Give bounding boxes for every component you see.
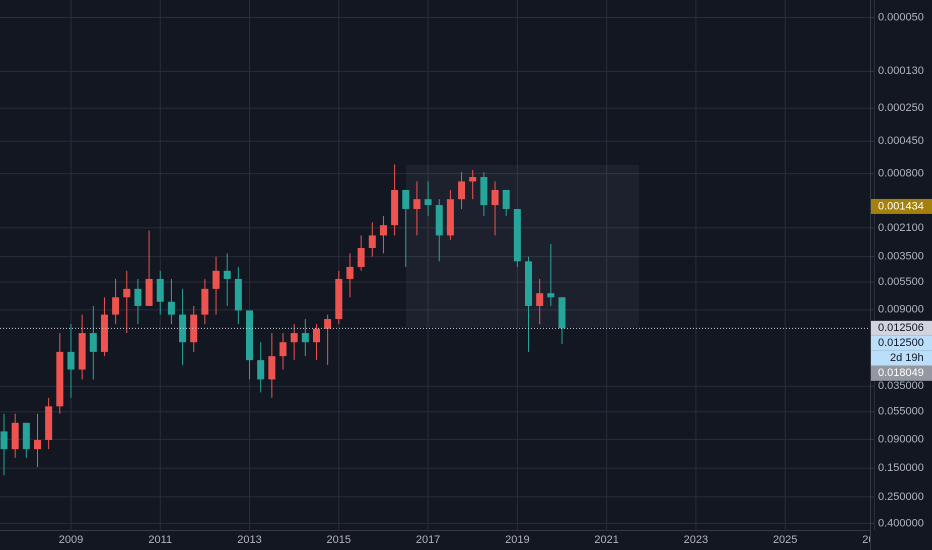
axes: 0.000050 0.000130 0.000250 0.000450 0.000800… [59,11,932,546]
candle-body [379,225,387,236]
candle-body [234,278,242,311]
y-tick-label: 0.400000 [878,517,924,529]
candle-body [145,278,153,306]
candle-body [45,406,53,441]
candle-body [89,333,97,352]
candle-body [368,235,376,248]
price-label-box [871,365,932,381]
candle-body [134,288,142,306]
x-tick-label: 2013 [237,534,261,546]
candle-body [469,177,477,182]
candle-body [446,199,454,236]
y-tick-label: 0.055000 [878,406,924,418]
candle-body [201,288,209,315]
x-tick-label: 2025 [773,534,797,546]
y-tick-label: 0.000050 [878,11,924,23]
candle-body [301,333,309,343]
candle-body [357,247,365,267]
candle-body [123,288,131,298]
candle-body [391,189,399,226]
candle-body [67,351,75,370]
candle-body [100,314,108,352]
price-label-box [871,320,932,336]
x-tick-label: 2027 [862,534,886,546]
y-tick-label: 0.005500 [878,276,924,288]
plot [0,164,870,476]
candle-body [257,360,265,380]
candle-body [480,177,488,206]
candle-body [33,440,41,450]
candle-body [435,205,443,236]
candle-body [156,278,164,302]
candle-body [346,266,354,279]
candle-body [223,270,231,279]
candle-body [190,314,198,343]
y-tick-label: 0.000800 [878,168,924,180]
candle-body [458,181,466,200]
candle-body [525,261,533,306]
x-tick-label: 2011 [148,534,172,546]
candle-body [11,422,19,450]
candle-body [413,199,421,209]
candle-body [56,351,64,407]
y-tick-label: 0.090000 [878,433,924,445]
candle-body [290,333,298,343]
candle-body [547,293,555,298]
x-tick-label: 2015 [327,534,351,546]
x-tick-label: 2017 [416,534,440,546]
candle-body [335,278,343,320]
candle-body [0,431,8,450]
candle-body [22,422,30,450]
candle-body [279,342,287,357]
y-tick-label: 0.000130 [878,65,924,77]
x-tick-label: 2021 [594,534,618,546]
candle-body [112,297,120,315]
y-tick-label: 0.250000 [878,491,924,503]
candle-body [324,319,332,329]
candle-body [268,356,276,380]
candle-body [78,333,86,370]
candle-body [502,189,510,209]
candle-body [558,297,566,329]
y-tick-label: 0.002100 [878,222,924,234]
price-label: 0.001434 [878,200,924,212]
candle-body [312,328,320,343]
candle-body [491,189,499,206]
x-tick-label: 2019 [505,534,529,546]
countdown-box [871,350,932,366]
price-label: 0.018049 [878,367,924,379]
candle-body [536,293,544,306]
candle-body [246,310,254,361]
y-tick-label: 0.035000 [878,380,924,392]
y-tick-label: 0.003500 [878,251,924,263]
candle-body [167,301,175,315]
candle-body [402,189,410,209]
x-tick-label: 2023 [684,534,708,546]
candle-body [513,208,521,262]
candle-body [179,314,187,343]
x-tick-label: 2009 [59,534,83,546]
y-tick-label: 0.000250 [878,102,924,114]
countdown: 2d 19h [890,352,924,364]
candle-body [212,270,220,289]
candle-body [424,199,432,206]
y-tick-label: 0.150000 [878,462,924,474]
price-label: 0.012506 [878,322,924,334]
price-label-box [871,335,932,351]
price-label-box [871,198,932,214]
y-tick-label: 0.000450 [878,135,924,147]
grid [0,0,875,530]
range-box [406,165,639,327]
y-tick-label: 0.009000 [878,304,924,316]
price-label: 0.012500 [878,337,924,349]
